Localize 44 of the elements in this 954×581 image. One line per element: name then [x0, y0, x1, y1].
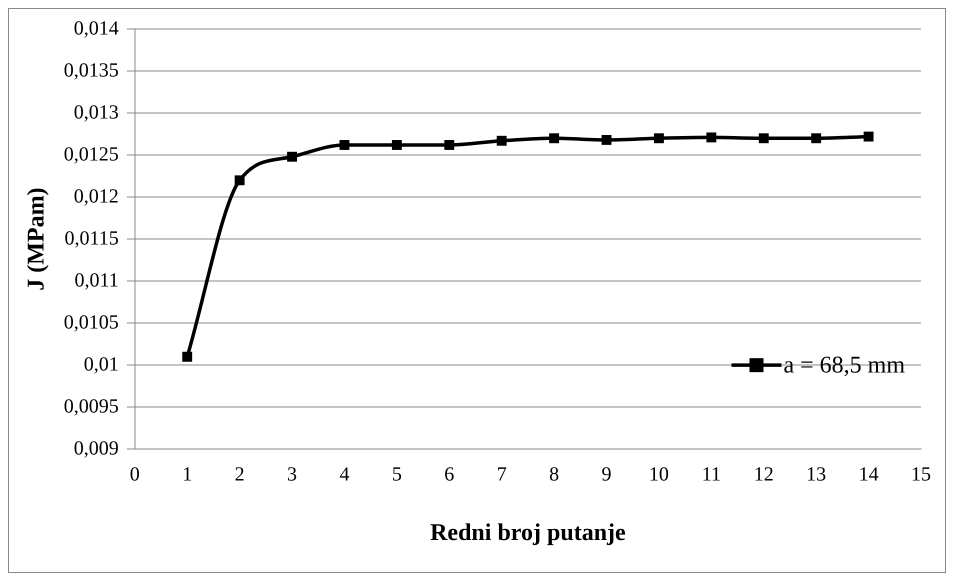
- point: [234, 175, 245, 186]
- x-tick-label: 11: [702, 463, 721, 486]
- point: [602, 134, 612, 145]
- point: [496, 136, 507, 146]
- y-tick-label: 0,009: [74, 437, 119, 460]
- y-axis-title: J (MPam): [24, 187, 50, 291]
- point: [287, 152, 297, 162]
- x-tick-label: 10: [648, 463, 669, 486]
- x-tick-label: 4: [339, 463, 350, 486]
- y-tick-label: 0,014: [74, 17, 119, 40]
- x-tick-label: 14: [858, 463, 879, 486]
- y-tick-label: 0,0125: [64, 143, 119, 166]
- x-tick-label: 8: [549, 463, 560, 486]
- point: [864, 132, 874, 142]
- y-tick-label: 0,011: [74, 269, 119, 292]
- x-tick-label: 9: [602, 463, 612, 486]
- legend-label: a = 68,5 mm: [783, 352, 906, 378]
- point: [182, 352, 192, 362]
- x-tick-label: 13: [806, 463, 826, 486]
- y-tick-label: 0,0105: [64, 311, 119, 334]
- y-tick-label: 0,0135: [64, 59, 119, 82]
- x-tick-label: 5: [392, 463, 402, 486]
- point: [444, 140, 454, 150]
- y-tick-label: 0,0115: [64, 227, 119, 250]
- point: [758, 133, 769, 144]
- x-tick-label: 0: [130, 463, 140, 486]
- point: [811, 133, 822, 144]
- y-tick-label: 0,01: [84, 353, 119, 376]
- x-tick-label: 2: [234, 463, 245, 486]
- point: [549, 133, 560, 144]
- point: [340, 140, 350, 150]
- y-tick-label: 0,0095: [64, 395, 119, 418]
- x-tick-label: 12: [754, 463, 774, 486]
- x-tick-label: 15: [911, 463, 931, 486]
- x-tick-label: 6: [444, 463, 454, 486]
- point: [654, 133, 664, 144]
- y-tick-label: 0,012: [74, 185, 119, 208]
- point: [706, 132, 716, 142]
- x-tick-label: 3: [287, 463, 298, 486]
- x-axis-title: Redni broj putanje: [430, 520, 626, 546]
- x-tick-label: 7: [496, 463, 507, 486]
- y-tick-label: 0,013: [74, 101, 119, 124]
- point: [392, 140, 402, 150]
- x-tick-label: 1: [182, 463, 192, 486]
